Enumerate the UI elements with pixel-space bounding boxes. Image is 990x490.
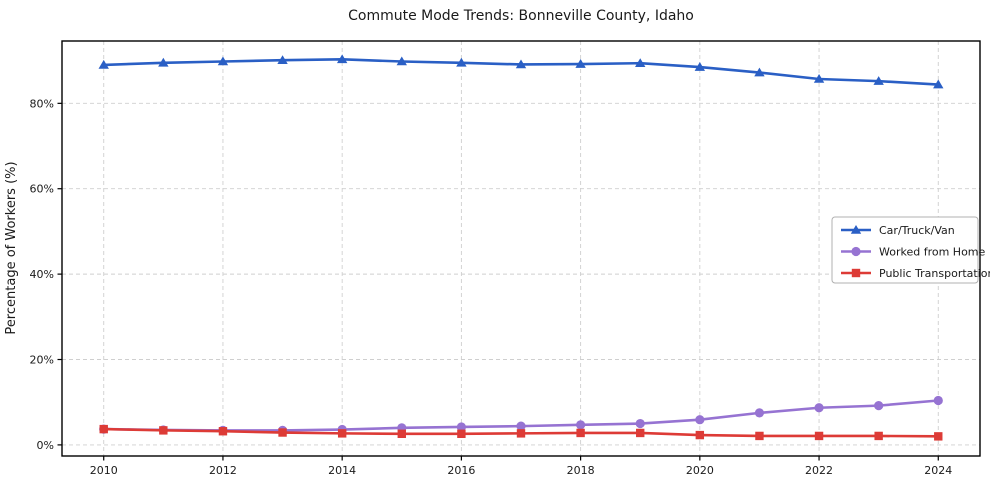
plot-frame	[61, 40, 981, 457]
x-tick-label: 2024	[924, 464, 952, 477]
marker-triangle-car-truck-van	[933, 79, 944, 89]
marker-circle-worked-from-home	[933, 395, 943, 406]
legend-entry-worked-from-home: Worked from Home	[841, 246, 986, 259]
marker-square-public-transportation	[695, 430, 705, 440]
legend-entry-public-transportation: Public Transportation	[841, 267, 990, 280]
marker-triangle-car-truck-van	[813, 73, 825, 83]
series-public-transportation	[99, 424, 943, 441]
legend-marker-square	[851, 268, 861, 278]
x-tick-label: 2014	[328, 464, 356, 477]
legend-label: Worked from Home	[879, 246, 986, 259]
gridlines	[62, 41, 980, 456]
marker-triangle-car-truck-van	[515, 59, 527, 69]
y-tick-label: 0%	[37, 439, 54, 452]
marker-triangle-car-truck-van	[694, 62, 706, 71]
x-tick-label: 2012	[209, 464, 237, 477]
marker-square-public-transportation	[874, 431, 883, 441]
marker-triangle-car-truck-van	[635, 58, 646, 68]
legend-marker-triangle	[850, 225, 862, 234]
marker-square-public-transportation	[397, 429, 406, 438]
marker-circle-worked-from-home	[456, 422, 466, 432]
marker-square-public-transportation	[576, 428, 585, 438]
data-series	[98, 54, 944, 441]
marker-triangle-car-truck-van	[456, 57, 467, 67]
x-tick-label: 2020	[686, 464, 714, 477]
marker-triangle-car-truck-van	[158, 57, 169, 67]
marker-square-public-transportation	[516, 429, 526, 438]
y-tick-label: 80%	[30, 97, 54, 110]
legend: Car/Truck/Van Worked from Home Public Tran…	[831, 216, 990, 284]
marker-circle-worked-from-home	[754, 408, 765, 418]
legend-label: Public Transportation	[879, 267, 990, 280]
marker-triangle-car-truck-van	[575, 59, 586, 68]
x-tick-label: 2018	[567, 464, 595, 477]
axes-and-ticks: 2010 2012 2014 2016 2018 2020 2022 2024 0% 20% 40%…	[30, 40, 981, 477]
marker-square-public-transportation	[755, 431, 764, 441]
marker-triangle-car-truck-van	[277, 55, 288, 65]
marker-square-public-transportation	[218, 427, 228, 436]
series-car-truck-van	[98, 54, 944, 89]
marker-square-public-transportation	[99, 424, 108, 434]
y-tick-label: 40%	[30, 268, 54, 281]
legend-marker-circle	[851, 246, 861, 257]
marker-circle-worked-from-home	[516, 421, 526, 431]
y-axis-title: Percentage of Workers (%)	[4, 161, 19, 334]
marker-triangle-car-truck-van	[98, 59, 109, 69]
x-tick-label: 2016	[447, 464, 475, 477]
legend-box	[831, 216, 979, 284]
x-tick-label: 2022	[805, 464, 833, 477]
marker-circle-worked-from-home	[576, 420, 586, 430]
marker-square-public-transportation	[636, 428, 645, 438]
marker-square-public-transportation	[159, 426, 168, 435]
marker-square-public-transportation	[278, 428, 287, 437]
legend-entry-car-truck-van: Car/Truck/Van	[841, 224, 955, 237]
marker-triangle-car-truck-van	[336, 54, 348, 64]
marker-triangle-car-truck-van	[873, 76, 884, 85]
x-tick-label: 2010	[90, 464, 118, 477]
marker-square-public-transportation	[934, 432, 943, 441]
marker-square-public-transportation	[814, 431, 824, 441]
marker-circle-worked-from-home	[874, 401, 884, 411]
marker-triangle-car-truck-van	[754, 67, 765, 77]
marker-circle-worked-from-home	[814, 403, 824, 413]
marker-square-public-transportation	[337, 429, 347, 438]
marker-triangle-car-truck-van	[396, 56, 407, 66]
legend-label: Car/Truck/Van	[879, 224, 955, 237]
chart-title: Commute Mode Trends: Bonneville County, …	[348, 8, 694, 24]
y-tick-label: 60%	[30, 183, 54, 196]
marker-circle-worked-from-home	[635, 418, 645, 429]
marker-triangle-car-truck-van	[217, 56, 229, 66]
marker-circle-worked-from-home	[695, 415, 705, 425]
y-tick-label: 20%	[30, 354, 54, 367]
marker-square-public-transportation	[457, 429, 466, 438]
